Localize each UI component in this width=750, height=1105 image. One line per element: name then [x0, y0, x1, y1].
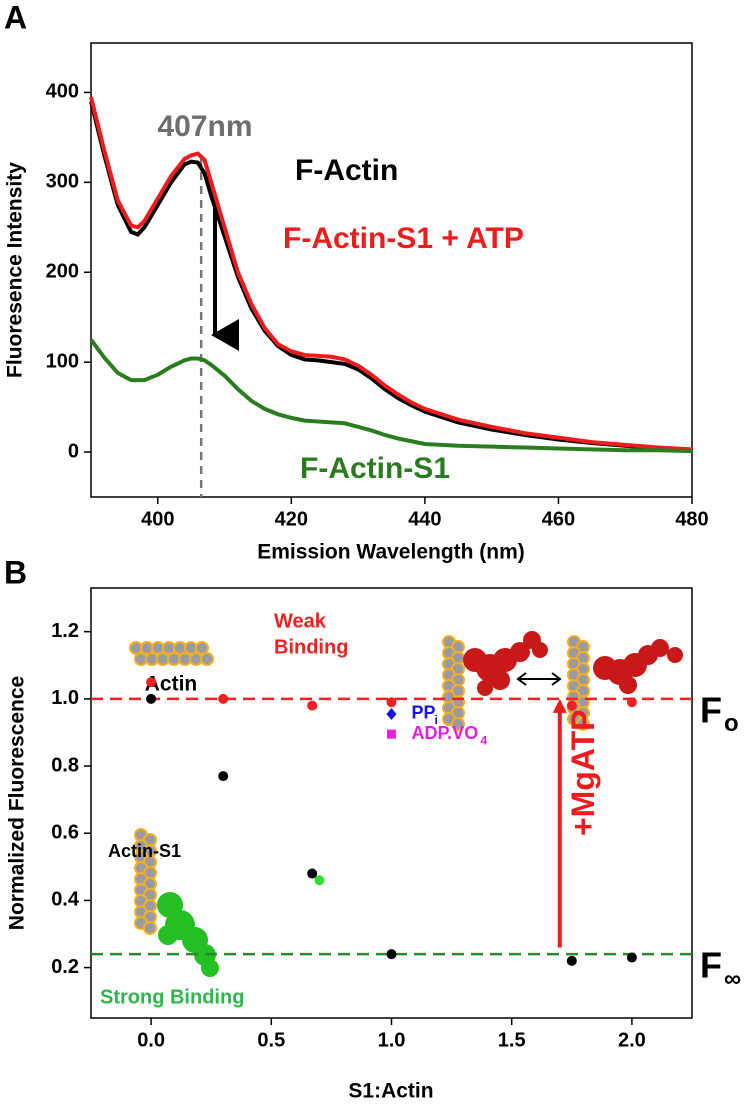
x-tick-label: 480 [675, 508, 708, 530]
point [566, 700, 577, 711]
x-tick-label: 1.5 [498, 1029, 526, 1051]
x-tick-label: 0.0 [137, 1029, 165, 1051]
reference-subscript: o [724, 710, 739, 737]
series-label: F-Actin-S1 + ATP [283, 222, 524, 255]
protein [619, 676, 637, 694]
point-label: PP [412, 703, 436, 723]
y-tick-label: 0.8 [51, 754, 79, 776]
point-label-subscript: i [435, 713, 438, 727]
x-tick-label: 420 [275, 508, 308, 530]
actin-bead [451, 717, 465, 731]
icons [129, 631, 683, 977]
y-tick-label: 0.2 [51, 956, 79, 978]
spectrum-line [89, 338, 693, 454]
y-tick-label: 300 [46, 171, 79, 193]
point-label: ADP.VO [412, 723, 479, 743]
point [386, 707, 397, 720]
x-tick-label: 440 [408, 508, 441, 530]
annotation: Weak [274, 610, 327, 632]
point [386, 697, 397, 708]
actin-bead [195, 641, 209, 655]
y-tick-label: 1.2 [51, 620, 79, 642]
point [566, 955, 577, 966]
y-tick-label: 1.0 [51, 687, 79, 709]
actin-bead [143, 921, 157, 935]
x-tick-label: 400 [141, 508, 174, 530]
series-label: F-Actin [295, 154, 398, 187]
x-axis-label: Emission Wavelength (nm) [257, 541, 525, 564]
y-axis-label: Fluoresence Intensity [4, 162, 27, 378]
point-label-subscript: 4 [481, 733, 488, 747]
y-tick-label: 0.6 [51, 822, 79, 844]
protein [201, 959, 219, 977]
protein [532, 642, 548, 658]
x-axis-label: S1:Actin [348, 1080, 433, 1103]
y-tick-label: 400 [46, 81, 79, 103]
point [307, 868, 318, 879]
protein [477, 680, 493, 696]
mgatp-label: +MgATP [565, 710, 601, 837]
point [386, 949, 397, 960]
annotation: Strong Binding [100, 986, 244, 1008]
annotation: Actin-S1 [108, 841, 181, 861]
reference-label: F [700, 689, 722, 730]
mgatp-arrowhead [552, 698, 567, 713]
annotation: Binding [274, 636, 348, 658]
x-tick-label: 2.0 [618, 1029, 646, 1051]
annotation: Actin [145, 673, 198, 696]
point [626, 697, 637, 708]
reference-label: F [700, 945, 722, 986]
protein [158, 925, 178, 945]
actin-bead [576, 717, 590, 731]
point [626, 952, 637, 963]
peak-label: 407nm [157, 110, 252, 143]
spectrum-line [89, 96, 693, 452]
protein [510, 642, 530, 662]
point [314, 875, 325, 886]
plot-frame [90, 42, 693, 498]
protein [490, 670, 510, 690]
y-tick-label: 100 [46, 350, 79, 372]
y-tick-label: 0.4 [51, 889, 80, 911]
reference-subscript: ∞ [724, 966, 741, 993]
protein [667, 647, 683, 663]
double-arrow-heads [516, 672, 562, 686]
point [218, 771, 229, 782]
point [307, 700, 318, 711]
actin-bead [200, 652, 214, 666]
protein [651, 639, 669, 657]
panel-label: B [4, 554, 27, 590]
spectrum-line [89, 100, 693, 453]
series-label: F-Actin-S1 [300, 452, 450, 485]
point [146, 693, 157, 704]
y-tick-label: 0 [68, 440, 79, 462]
point [146, 677, 157, 688]
x-tick-label: 1.0 [378, 1029, 406, 1051]
y-axis-label: Normalized Fluorescence [6, 676, 29, 930]
point [387, 729, 396, 739]
y-tick-label: 200 [46, 261, 79, 283]
panel-label: A [4, 0, 27, 35]
point [218, 693, 229, 704]
x-tick-label: 460 [542, 508, 575, 530]
x-tick-label: 0.5 [257, 1029, 285, 1051]
